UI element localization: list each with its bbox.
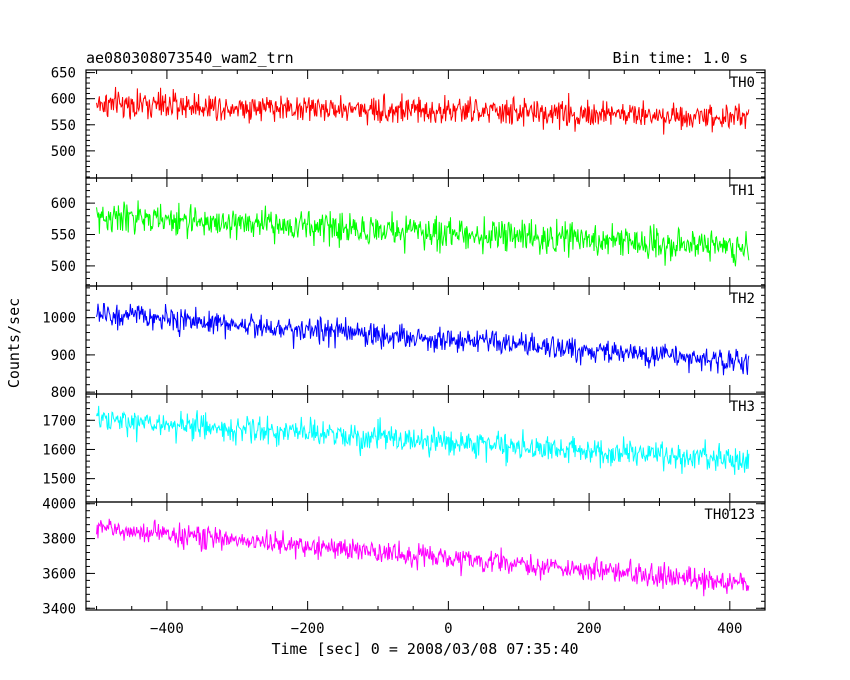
series-line-th0123 xyxy=(96,518,750,597)
y-tick-label: 1600 xyxy=(42,442,76,458)
chart-title-left: ae080308073540_wam2_trn xyxy=(86,49,294,67)
panel-label-th0: TH0 xyxy=(730,75,755,91)
y-tick-label: 800 xyxy=(51,385,76,401)
panels-group: 500 550 600 650 TH0 500 550 600 TH1 800 900 1000 TH2… xyxy=(42,66,766,617)
panel-label-th1: TH1 xyxy=(730,183,755,199)
y-tick-label: 650 xyxy=(51,66,76,82)
panel-frame xyxy=(85,285,766,395)
y-tick-label: 600 xyxy=(51,196,76,212)
y-tick-label: 3400 xyxy=(42,601,76,617)
x-tick-label: −200 xyxy=(291,621,325,637)
x-axis: −400 −200 0 200 400 xyxy=(150,621,742,637)
panel-th3: 1500 1600 1700 TH3 xyxy=(42,393,766,503)
y-tick-label: 1500 xyxy=(42,472,76,488)
y-tick-label: 3600 xyxy=(42,566,76,582)
panel-th0: 500 550 600 650 TH0 xyxy=(51,66,766,179)
series-line-th1 xyxy=(96,200,750,267)
y-tick-label: 550 xyxy=(51,228,76,244)
series-line-th3 xyxy=(96,405,750,475)
x-tick-label: −400 xyxy=(150,621,184,637)
y-tick-label: 500 xyxy=(51,259,76,275)
y-tick-label: 1000 xyxy=(42,311,76,327)
series-line-th2 xyxy=(96,302,750,376)
y-tick-label: 3800 xyxy=(42,532,76,548)
bin-time-label: Bin time: 1.0 s xyxy=(613,49,748,67)
y-tick-label: 500 xyxy=(51,144,76,160)
panel-frame xyxy=(85,393,766,503)
y-axis-label: Counts/sec xyxy=(5,298,23,388)
panel-label-th0123: TH0123 xyxy=(704,507,755,523)
panel-frame xyxy=(85,501,766,611)
panel-th0123: 3400 3600 3800 4000 TH0123 xyxy=(42,497,766,617)
y-tick-label: 600 xyxy=(51,92,76,108)
panel-th2: 800 900 1000 TH2 xyxy=(42,285,766,401)
panel-th1: 500 550 600 TH1 xyxy=(51,177,766,287)
y-tick-label: 900 xyxy=(51,348,76,364)
x-axis-label: Time [sec] 0 = 2008/03/08 07:35:40 xyxy=(271,640,578,658)
y-tick-label: 550 xyxy=(51,118,76,134)
panel-label-th3: TH3 xyxy=(730,399,755,415)
x-tick-label: 400 xyxy=(717,621,742,637)
panel-label-th2: TH2 xyxy=(730,291,755,307)
series-line-th0 xyxy=(96,86,750,135)
y-tick-label: 4000 xyxy=(42,497,76,513)
x-tick-label: 200 xyxy=(576,621,601,637)
y-tick-label: 1700 xyxy=(42,413,76,429)
x-tick-label: 0 xyxy=(444,621,452,637)
